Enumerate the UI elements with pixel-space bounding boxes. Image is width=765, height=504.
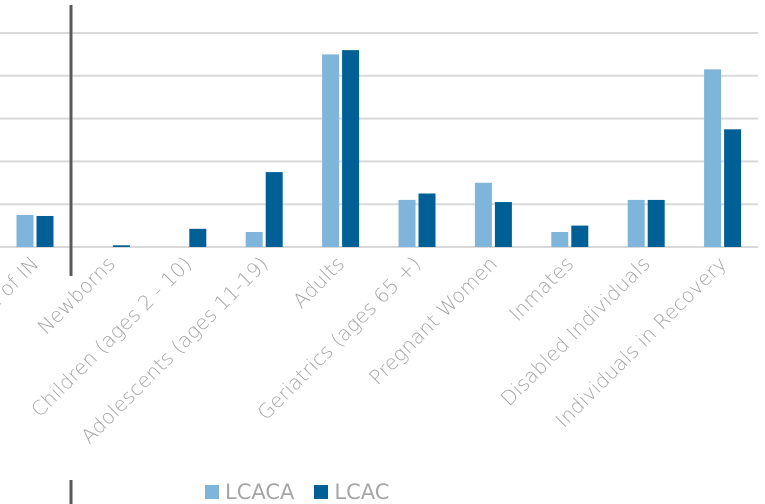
bar-lcaca-3 [245,232,263,247]
x-tick-label: Disabled Individuals [496,252,655,411]
legend-swatch-lcaca [205,485,219,499]
bar-lcac-9 [724,129,742,247]
bar-lcac-7 [571,225,589,247]
bar-lcaca-4 [322,54,340,248]
legend-label-lcaca: LCACA [225,480,295,504]
bar-lcac-5 [418,193,436,247]
bar-lcaca-0 [16,214,34,247]
bar-lcac-8 [647,199,665,247]
bar-lcac-2 [189,228,207,247]
x-tick-label: Pregnant Women [364,252,502,390]
bar-lcaca-8 [627,199,645,247]
bar-lcac-3 [265,172,283,247]
x-tick-label: Adults [288,252,349,313]
bars [16,50,742,248]
legend: LCACA LCAC [205,480,409,504]
x-tick-label: Inmates [504,252,578,326]
bar-lcac-0 [36,215,54,247]
bar-lcac-6 [494,202,512,247]
bar-lcaca-5 [398,199,416,247]
bar-lcaca-6 [474,182,492,247]
legend-label-lcac: LCAC [334,480,390,504]
bar-lcac-4 [342,50,360,248]
legend-item-lcac: LCAC [314,480,389,504]
bar-lcaca-9 [704,69,722,247]
legend-item-lcaca: LCACA [205,480,294,504]
legend-swatch-lcac [314,485,329,499]
bar-lcaca-7 [551,232,569,247]
bar-lcac-1 [112,245,130,247]
